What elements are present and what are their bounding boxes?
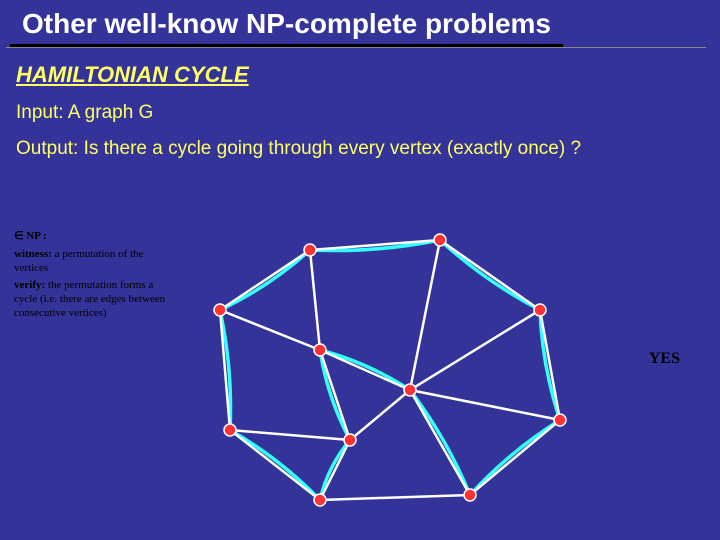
graph-edge (320, 350, 410, 390)
graph-edge (410, 310, 540, 390)
input-line: Input: A graph G (0, 94, 720, 130)
graph-edge (230, 430, 350, 440)
page-title: Other well-know NP-complete problems (10, 0, 563, 47)
graph-edge (220, 250, 310, 310)
graph-edge (410, 390, 470, 495)
graph-edge (320, 495, 470, 500)
hamiltonian-graph (180, 220, 600, 530)
graph-node (314, 494, 326, 506)
graph-edge (470, 420, 560, 495)
graph-node (344, 434, 356, 446)
graph-edge (540, 310, 560, 420)
graph-edge (440, 240, 540, 310)
handwritten-notes: ∈ NP : witness: a permutation of the ver… (14, 230, 174, 325)
problem-name: HAMILTONIAN CYCLE (0, 48, 720, 94)
graph-node (534, 304, 546, 316)
graph-node (314, 344, 326, 356)
graph-edge (310, 250, 320, 350)
graph-edge (410, 240, 440, 390)
graph-edge (230, 430, 320, 500)
graph-node (304, 244, 316, 256)
output-line: Output: Is there a cycle going through e… (0, 130, 720, 166)
graph-node (404, 384, 416, 396)
graph-edge (410, 390, 560, 420)
graph-edge (350, 390, 410, 440)
graph-node (224, 424, 236, 436)
graph-node (434, 234, 446, 246)
graph-edge (320, 440, 350, 500)
graph-node (554, 414, 566, 426)
graph-edge (220, 310, 320, 350)
answer-label: YES (649, 350, 680, 368)
witness-label: witness: (14, 248, 52, 260)
verify-label: verify: (14, 279, 45, 291)
graph-edge (320, 350, 350, 440)
graph-node (214, 304, 226, 316)
graph-node (464, 489, 476, 501)
np-label: ∈ NP : (14, 230, 47, 242)
